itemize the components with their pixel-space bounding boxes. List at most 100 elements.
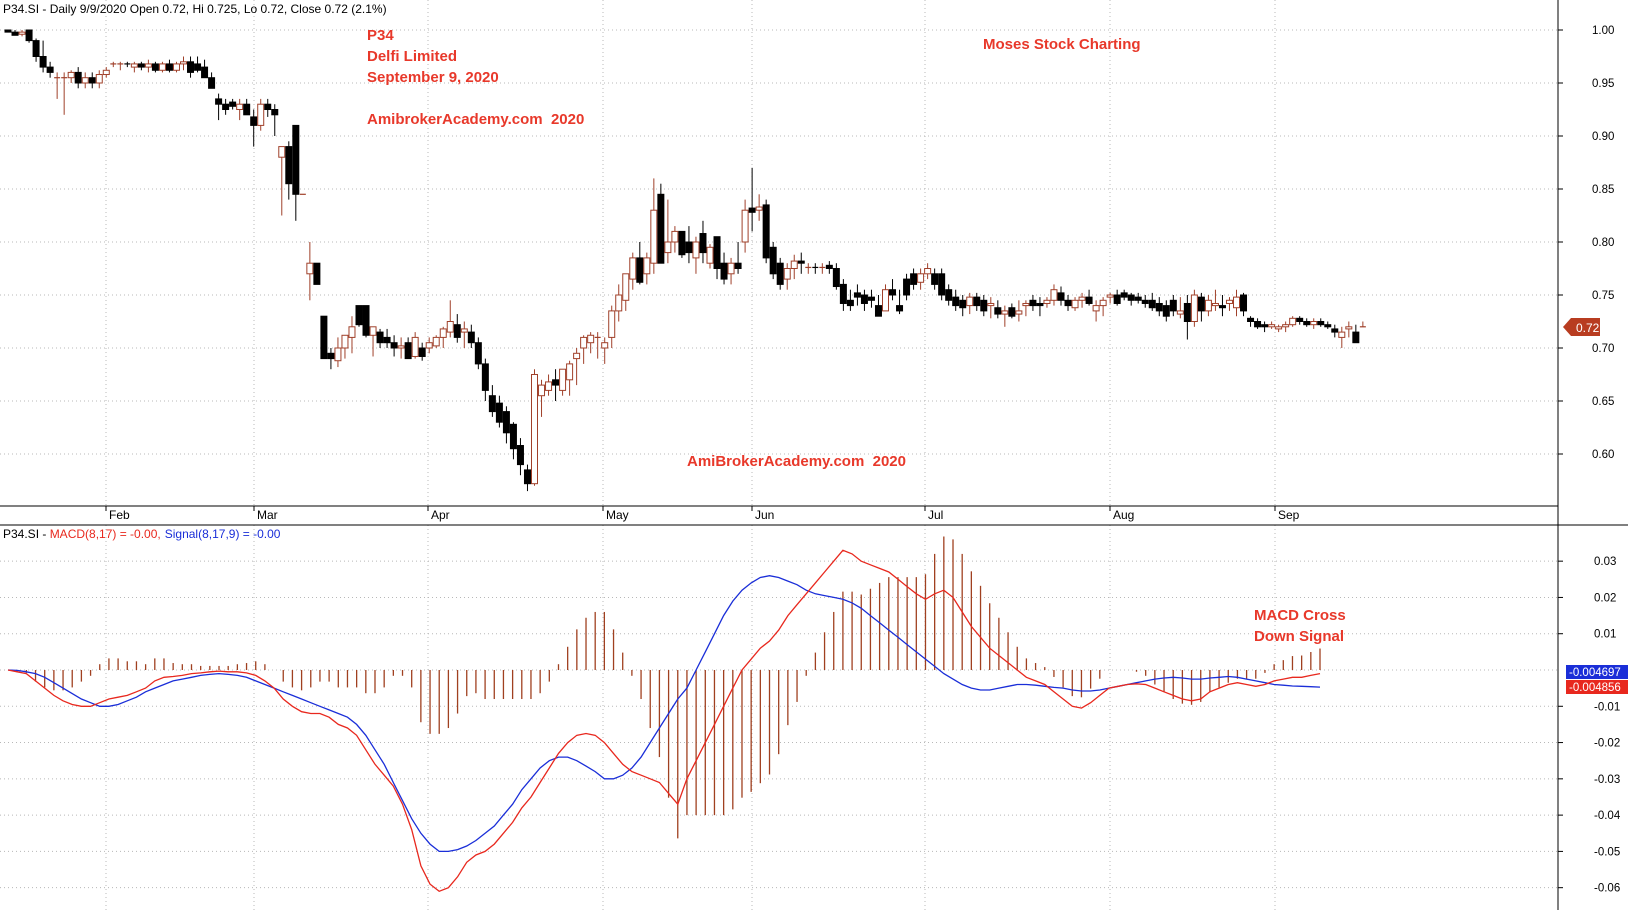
candle-body xyxy=(25,29,33,42)
candle xyxy=(867,289,875,308)
candle-body xyxy=(1282,324,1290,328)
candle xyxy=(987,297,995,319)
candle xyxy=(1275,324,1283,333)
candle-body xyxy=(783,268,791,280)
candle xyxy=(1071,297,1079,311)
candle xyxy=(896,289,904,315)
candle xyxy=(222,98,230,115)
candle xyxy=(846,289,854,311)
candle xyxy=(1099,297,1107,317)
candle xyxy=(1211,289,1219,311)
candle xyxy=(292,124,300,221)
candle xyxy=(95,70,103,89)
candle-body xyxy=(250,116,258,126)
annotation-macd-cross: MACD Cross xyxy=(1254,607,1346,624)
candle-body xyxy=(327,352,335,360)
candle xyxy=(1085,289,1093,306)
candle xyxy=(180,56,187,71)
candle xyxy=(903,273,911,301)
candle xyxy=(1310,318,1318,329)
candle-body xyxy=(1331,328,1339,333)
candle xyxy=(172,61,180,73)
candle-body xyxy=(1254,321,1262,328)
candle-body xyxy=(1134,296,1142,301)
macd-tick-label: 0.02 xyxy=(1594,592,1616,604)
candle xyxy=(320,315,328,360)
candle-body xyxy=(1303,321,1311,326)
candle xyxy=(1141,295,1149,308)
candle-body xyxy=(362,305,370,336)
candle xyxy=(1352,324,1360,344)
candle xyxy=(1282,321,1290,333)
candle-body xyxy=(650,209,658,264)
candle-body xyxy=(748,207,756,213)
candle-body xyxy=(1211,302,1219,307)
candle xyxy=(201,59,209,79)
candle-body xyxy=(1352,331,1360,344)
candle-body xyxy=(467,331,475,344)
candle xyxy=(327,348,335,370)
macd-tick-label: -0.03 xyxy=(1594,774,1620,786)
candle xyxy=(376,328,384,348)
candle xyxy=(81,72,89,89)
candle xyxy=(1022,300,1030,317)
candle xyxy=(1233,289,1240,317)
candle xyxy=(819,263,826,274)
candle xyxy=(1218,295,1226,317)
candle xyxy=(594,332,601,359)
candle xyxy=(552,369,560,401)
candle-body xyxy=(917,273,925,283)
candle-body xyxy=(931,273,939,285)
candle-body xyxy=(32,40,40,57)
price-tick-label: 0.90 xyxy=(1592,131,1614,143)
macd-tick-label: -0.06 xyxy=(1594,883,1620,895)
candle-body xyxy=(643,257,651,275)
candle-body xyxy=(573,352,581,360)
candle-body xyxy=(867,296,875,301)
month-tick-label: May xyxy=(606,508,629,522)
candle xyxy=(538,379,546,417)
candle xyxy=(952,289,960,311)
candle-body xyxy=(924,268,932,275)
candle xyxy=(397,337,405,359)
candle xyxy=(88,72,96,89)
candle xyxy=(874,295,882,317)
candle-body xyxy=(74,71,82,84)
candle-body xyxy=(397,345,405,349)
candle-body xyxy=(846,299,854,307)
candle-body xyxy=(938,273,946,296)
candle-body xyxy=(952,296,960,307)
candle-body xyxy=(1345,326,1353,330)
candle xyxy=(411,332,419,359)
candle xyxy=(615,284,623,322)
candle-body xyxy=(1204,299,1212,312)
candle xyxy=(945,284,953,306)
candle xyxy=(580,335,588,364)
candle xyxy=(355,305,363,327)
candle xyxy=(236,98,244,121)
candle xyxy=(1197,292,1205,322)
candle-body xyxy=(418,347,426,357)
candle-body xyxy=(790,260,798,269)
candle xyxy=(1331,324,1339,338)
candle xyxy=(917,268,925,290)
candle-body xyxy=(292,124,300,195)
candle xyxy=(1303,318,1311,327)
candle xyxy=(165,59,173,73)
price-tick-label: 1.00 xyxy=(1592,25,1614,37)
candle-body xyxy=(664,241,672,254)
candle-body xyxy=(622,273,630,301)
candle-body xyxy=(1317,321,1325,326)
candle xyxy=(769,242,777,280)
candle-body xyxy=(1029,299,1037,307)
candle xyxy=(67,70,75,83)
candle xyxy=(734,242,742,274)
candle xyxy=(1029,295,1037,311)
candle-body xyxy=(201,66,209,79)
macd-value-tag xyxy=(1566,680,1628,694)
candle xyxy=(1176,297,1184,319)
candle-body xyxy=(580,336,588,349)
candle-body xyxy=(1036,302,1044,307)
candle-body xyxy=(1289,317,1297,326)
